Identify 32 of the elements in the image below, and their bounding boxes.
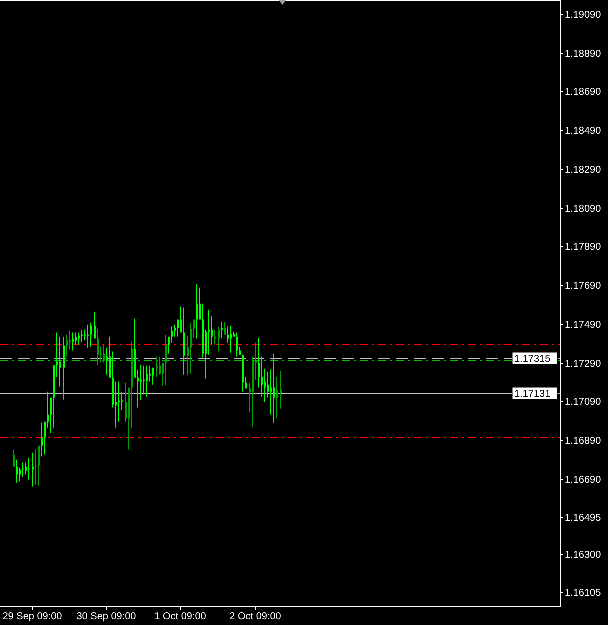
y-tick-label: 1.16495 [565,513,602,524]
candlestick [87,324,89,348]
y-tick-label: 1.18490 [565,126,602,137]
y-tick-label: 1.19090 [565,10,602,21]
candlestick [214,330,216,345]
y-tick-label: 1.17090 [565,397,602,408]
candlestick [35,450,37,485]
y-tick-label: 1.18890 [565,49,602,60]
ref-line-label: 1.17131 [514,389,552,400]
y-tick-label: 1.18290 [565,165,602,176]
x-tick-label: 1 Oct 09:00 [154,612,207,622]
y-tick-label: 1.16105 [565,588,602,599]
y-tick-label: 1.18690 [565,87,602,98]
x-tick-label: 29 Sep 09:00 [2,612,63,622]
ref-line-label: 1.17315 [514,354,552,365]
y-tick-label: 1.18090 [565,204,602,215]
y-tick-label: 1.17290 [565,359,602,370]
candlestick [81,330,83,342]
candlestick [32,452,34,487]
candlestick [59,336,61,387]
y-tick-label: 1.17690 [565,281,602,292]
candlestick [280,370,282,409]
x-tick-label: 2 Oct 09:00 [230,612,282,622]
candlestick [221,322,223,338]
candlestick [28,458,30,480]
y-tick-label: 1.16300 [565,550,602,561]
y-tick-label: 1.17490 [565,320,602,331]
candlestick [156,356,158,377]
y-tick-label: 1.16690 [565,475,602,486]
y-tick-label: 1.16890 [565,436,602,447]
y-tick-label: 1.17890 [565,242,602,253]
x-tick-label: 30 Sep 09:00 [76,612,137,622]
